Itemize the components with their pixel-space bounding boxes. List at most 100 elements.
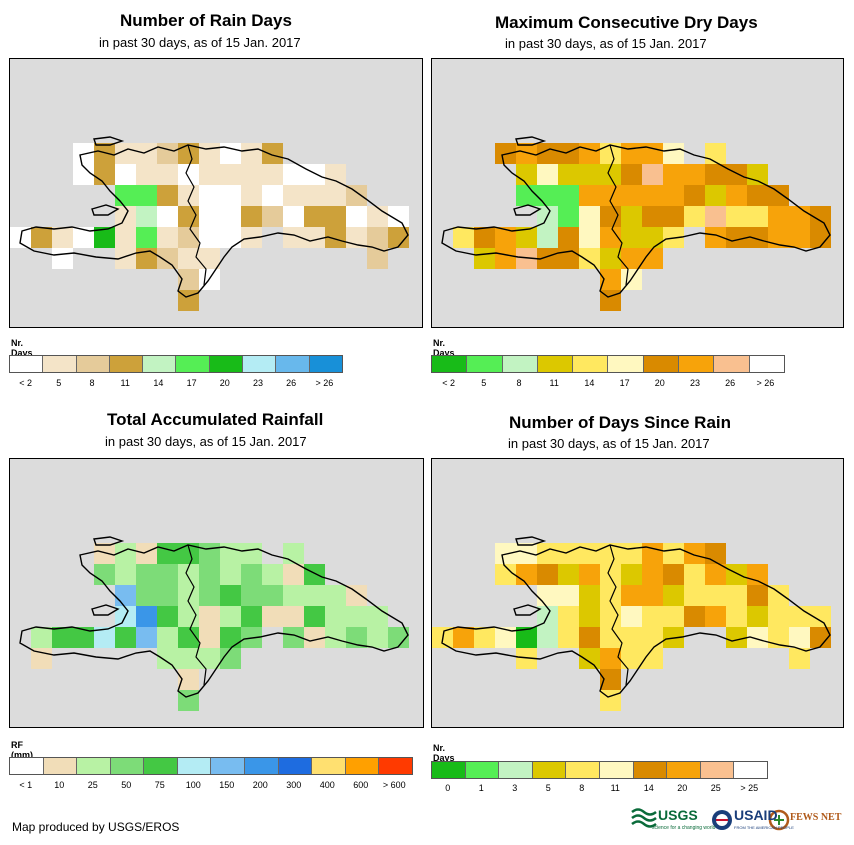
grid-cell — [768, 206, 789, 227]
grid-cell — [115, 564, 136, 585]
total-rainfall-legend-ticks: < 1 10 25 50 75 100 150 200 300 400 600 > 600 — [9, 780, 411, 792]
grid-cell — [663, 143, 684, 164]
grid-cell — [642, 585, 663, 606]
grid-cell — [579, 564, 600, 585]
grid-cell — [642, 143, 663, 164]
grid-cell — [579, 206, 600, 227]
grid-cell — [747, 185, 768, 206]
total-rainfall-map — [9, 458, 424, 728]
grid-cell — [495, 227, 516, 248]
legend-tick-label: 23 — [689, 378, 701, 388]
legend-swatch — [537, 356, 574, 372]
grid-cell — [642, 627, 663, 648]
grid-cell — [621, 564, 642, 585]
grid-cell — [516, 227, 537, 248]
legend-swatch — [312, 758, 346, 774]
grid-cell — [537, 164, 558, 185]
grid-cell — [199, 543, 220, 564]
legend-tick-label: > 25 — [740, 783, 759, 793]
grid-cell — [199, 164, 220, 185]
grid-cell — [157, 564, 178, 585]
legend-tick-label: 8 — [89, 378, 95, 388]
grid-cell — [579, 248, 600, 269]
grid-cell — [726, 627, 747, 648]
international-border — [185, 144, 207, 286]
island-coastline — [515, 136, 547, 146]
island-coastline — [91, 204, 120, 216]
usaid-seal — [712, 810, 732, 830]
days-since-rain-legend-ticks: 0 1 3 5 8 11 14 20 25 > 25 — [431, 783, 766, 795]
legend-tick-label: 10 — [54, 780, 65, 790]
legend-swatch — [608, 356, 644, 372]
grid-cell — [325, 627, 346, 648]
grid-cell — [283, 606, 304, 627]
footer-credit: Map produced by USGS/EROS — [12, 820, 180, 834]
legend-swatch — [467, 356, 503, 372]
legend-tick-label: 50 — [121, 780, 132, 790]
legend-tick-label: 8 — [579, 783, 585, 793]
grid-cell — [600, 269, 621, 290]
grid-cell — [600, 164, 621, 185]
grid-cell — [600, 564, 621, 585]
grid-cell — [474, 627, 495, 648]
fewsnet-logo — [768, 809, 790, 831]
grid-cell — [178, 248, 199, 269]
legend-swatch — [245, 758, 279, 774]
grid-cell — [199, 248, 220, 269]
legend-tick-label: 17 — [186, 378, 197, 388]
grid-cell — [663, 585, 684, 606]
grid-cell — [558, 227, 579, 248]
legend-tick-label: 11 — [120, 378, 130, 388]
legend-tick-label: > 26 — [756, 378, 775, 388]
grid-cell — [705, 185, 726, 206]
grid-cell — [537, 227, 558, 248]
grid-cell — [220, 627, 241, 648]
legend-swatch — [667, 762, 701, 778]
legend-swatch — [109, 356, 144, 372]
grid-cell — [726, 185, 747, 206]
grid-cell — [178, 627, 199, 648]
legend-tick-label: 5 — [545, 783, 551, 793]
grid-cell — [304, 164, 325, 185]
grid-cell — [516, 164, 537, 185]
grid-cell — [157, 543, 178, 564]
grid-cell — [516, 648, 537, 669]
grid-cell — [600, 248, 621, 269]
grid-cell — [537, 564, 558, 585]
fewsnet-wordmark: FEWS NET — [790, 812, 842, 823]
grid-cell — [283, 227, 304, 248]
grid-cell — [537, 143, 558, 164]
panel-title: Number of Days Since Rain — [509, 413, 732, 432]
grid-cell — [367, 627, 388, 648]
legend-swatch — [110, 758, 145, 774]
grid-cell — [600, 669, 621, 690]
map-canvas — [10, 136, 409, 311]
grid-cell — [537, 627, 558, 648]
hispaniola-coastline — [19, 544, 409, 698]
grid-cell — [52, 627, 73, 648]
grid-cell — [663, 206, 684, 227]
grid-cell — [642, 164, 663, 185]
grid-cell — [726, 564, 747, 585]
international-border — [185, 544, 207, 686]
grid-cell — [684, 585, 705, 606]
grid-cell — [241, 164, 262, 185]
grid-cell — [178, 143, 199, 164]
grid-cell — [367, 606, 388, 627]
grid-cell — [283, 627, 304, 648]
grid-cell — [621, 627, 642, 648]
grid-cell — [495, 248, 516, 269]
grid-cell — [642, 206, 663, 227]
grid-cell — [94, 164, 115, 185]
rain-days-legend-ticks: < 2 5 8 11 14 17 20 23 26 > 26 — [9, 378, 341, 390]
grid-cell — [558, 248, 579, 269]
grid-cell — [642, 606, 663, 627]
legend-tick-label: 5 — [481, 378, 487, 388]
grid-cell — [220, 185, 241, 206]
hispaniola-coastline — [19, 144, 409, 298]
usgs-wordmark: USGS — [658, 807, 698, 823]
grid-cell — [157, 606, 178, 627]
grid-cell — [684, 564, 705, 585]
grid-cell — [346, 606, 367, 627]
legend-swatch — [714, 356, 750, 372]
